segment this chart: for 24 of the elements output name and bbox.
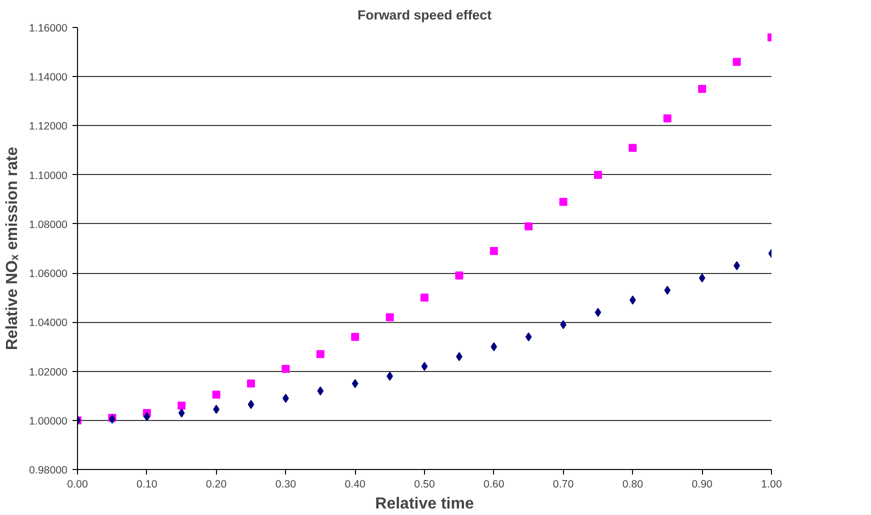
y-tick-label: 1.02000: [28, 366, 68, 378]
x-tick-label: 0.80: [622, 478, 644, 490]
chart-title: Forward speed effect: [357, 8, 492, 22]
x-tick-label: 0.20: [206, 478, 227, 490]
y-tick-label: 1.16000: [28, 22, 68, 34]
y-tick-label: 1.10000: [28, 170, 68, 182]
y-tick-label: 1.06000: [28, 268, 68, 280]
y-axis-title: Relative NOₓ emission rate: [4, 146, 21, 350]
y-tick-label: 1.04000: [28, 317, 68, 330]
y-tick-label: 1.00000: [28, 415, 68, 428]
x-axis-title: Relative time: [375, 496, 474, 512]
x-tick-label: 0.50: [414, 478, 435, 490]
x-tick-label: 0.70: [552, 478, 574, 490]
y-tick-label: 0.98000: [28, 464, 68, 476]
x-tick-label: 0.40: [344, 478, 366, 490]
x-tick-label: 0.00: [67, 478, 88, 490]
y-tick-label: 1.08000: [28, 218, 68, 231]
y-tick-label: 1.14000: [28, 72, 68, 84]
y-tick-label: 1.12000: [28, 120, 68, 133]
x-tick-label: 0.10: [136, 478, 158, 490]
x-tick-label: 0.60: [484, 478, 504, 490]
x-tick-label: 0.90: [692, 478, 713, 490]
x-tick-label: 1.00: [761, 478, 782, 490]
x-tick-label: 0.30: [275, 478, 296, 490]
